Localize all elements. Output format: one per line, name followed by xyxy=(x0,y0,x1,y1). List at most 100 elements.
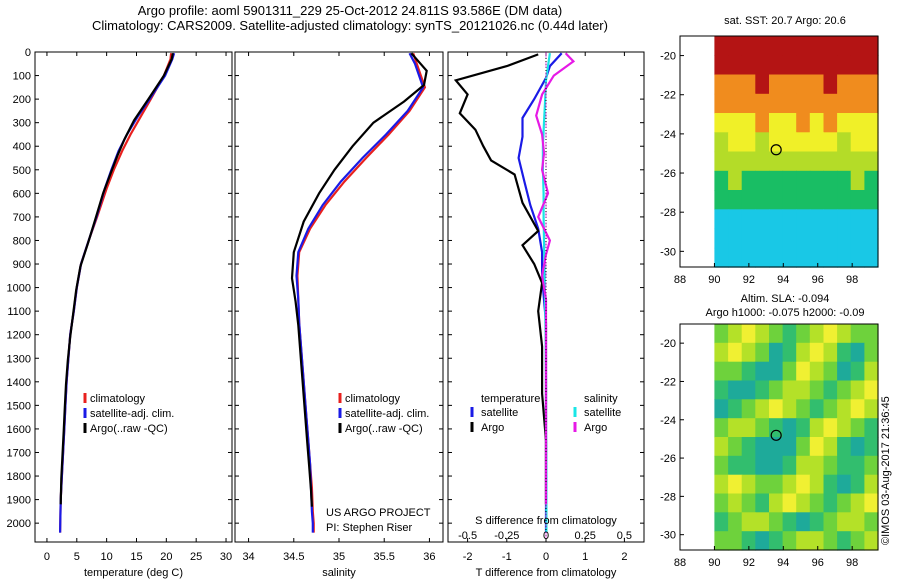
sla-map-cell xyxy=(755,512,770,532)
sst-map-cell xyxy=(714,209,729,230)
sst-map-cell xyxy=(769,170,784,191)
sla-map-cell xyxy=(782,437,797,457)
sst-map-cell xyxy=(864,190,879,210)
sst-map-cell xyxy=(864,151,879,172)
sst-map-cell xyxy=(850,55,865,76)
sst-map-cell xyxy=(796,247,811,268)
sst-map-title: sat. SST: 20.7 Argo: 20.6 xyxy=(724,15,846,27)
sla-map-cell xyxy=(741,399,756,419)
sla-map-cell xyxy=(823,324,838,344)
sst-map-cell xyxy=(809,132,824,153)
sla-map-cell xyxy=(837,399,852,419)
legend-label: Argo(..raw -QC) xyxy=(90,423,168,435)
sla-map-cell xyxy=(796,361,811,382)
sst-map-cell xyxy=(864,55,879,76)
sst-map-cell xyxy=(741,55,756,76)
sla-map-cell xyxy=(782,399,797,419)
sla-map-cell xyxy=(755,437,770,457)
legend-label: satellite xyxy=(481,407,518,419)
sla-map-cell xyxy=(769,380,784,400)
sla-map-cell xyxy=(823,418,838,438)
map-y-tick-label: -20 xyxy=(660,51,676,63)
sla-map-cell xyxy=(728,531,743,551)
depth-tick-label: 100 xyxy=(13,71,31,83)
sla-map-cell xyxy=(741,380,756,400)
sst-map-cell xyxy=(782,228,797,249)
depth-tick-label: 900 xyxy=(13,259,31,271)
series-line-argo-raw-qc- xyxy=(290,52,428,507)
sla-map-cell xyxy=(755,493,770,513)
sla-map-cell xyxy=(782,324,797,344)
legend-header-salinity: salinity xyxy=(584,393,618,405)
x-tick-label: 10 xyxy=(101,551,113,563)
depth-tick-label: 1500 xyxy=(7,400,31,412)
sla-map-cell xyxy=(864,512,879,532)
sla-map-cell xyxy=(728,474,743,495)
sst-map-cell xyxy=(741,151,756,172)
sst-map-cell xyxy=(850,190,865,210)
sst-map-cell xyxy=(809,93,824,114)
sla-map-cell xyxy=(782,512,797,532)
sla-map-cell xyxy=(809,474,824,495)
sst-map-cell xyxy=(837,74,852,95)
sst-map-cell xyxy=(755,132,770,153)
sla-map-cell xyxy=(809,531,824,551)
depth-tick-label: 600 xyxy=(13,188,31,200)
x-tick-label: 15 xyxy=(130,551,142,563)
sla-map-cell xyxy=(837,512,852,532)
legend-label: satellite-adj. clim. xyxy=(90,408,174,420)
sst-map-cell xyxy=(823,74,838,95)
x-tick-label: 34.5 xyxy=(283,551,304,563)
sla-map-cell xyxy=(755,531,770,551)
sla-map-cell xyxy=(755,455,770,476)
sla-map-cell xyxy=(769,493,784,513)
sla-map-cell xyxy=(741,531,756,551)
sla-map-cell xyxy=(796,493,811,513)
sst-map-cell xyxy=(714,93,729,114)
sla-map-cell xyxy=(769,342,784,363)
sst-map-cell xyxy=(741,170,756,191)
sla-map-cell xyxy=(809,380,824,400)
sst-map-cell xyxy=(769,55,784,76)
sst-map-cell xyxy=(769,74,784,95)
depth-tick-label: 1700 xyxy=(7,447,31,459)
sla-map-cell xyxy=(782,418,797,438)
sla-map-cell xyxy=(864,380,879,400)
sst-map-cell xyxy=(728,151,743,172)
sla-map-cell xyxy=(864,493,879,513)
sla-map-cell xyxy=(796,531,811,551)
sst-map-cell xyxy=(755,228,770,249)
sla-map-cell xyxy=(796,512,811,532)
sla-map-cell xyxy=(796,418,811,438)
sst-map-cell xyxy=(823,170,838,191)
depth-tick-label: 400 xyxy=(13,141,31,153)
sst-map-cell xyxy=(823,93,838,114)
sst-map-cell xyxy=(755,247,770,268)
sst-map-cell xyxy=(850,247,865,268)
sst-map-cell xyxy=(728,170,743,191)
sst-map-cell xyxy=(823,132,838,153)
sst-map-cell xyxy=(769,190,784,210)
sla-map-cell xyxy=(769,531,784,551)
legend-header-temperature: temperature xyxy=(481,393,540,405)
series-line-climatology xyxy=(296,52,427,533)
sla-map-cell xyxy=(714,512,729,532)
sla-map-cell xyxy=(769,361,784,382)
sla-map-cell xyxy=(837,361,852,382)
sst-map-cell xyxy=(837,190,852,210)
sla-map-cell xyxy=(769,399,784,419)
depth-tick-label: 1000 xyxy=(7,283,31,295)
sla-map-cell xyxy=(850,324,865,344)
sla-map-cell xyxy=(864,324,879,344)
series-line-satellite-adj-clim- xyxy=(59,52,176,533)
sst-map-cell xyxy=(823,228,838,249)
sla-map-cell xyxy=(796,324,811,344)
map-y-tick-label: -30 xyxy=(660,246,676,258)
salinity-diff-tick-label: 0.5 xyxy=(617,530,632,542)
map-y-tick-label: -22 xyxy=(660,90,676,102)
sst-map-cell xyxy=(809,113,824,133)
sst-map-cell xyxy=(823,209,838,230)
sla-map-cell xyxy=(755,418,770,438)
sst-map-cell xyxy=(823,151,838,172)
sla-map-cell xyxy=(728,399,743,419)
